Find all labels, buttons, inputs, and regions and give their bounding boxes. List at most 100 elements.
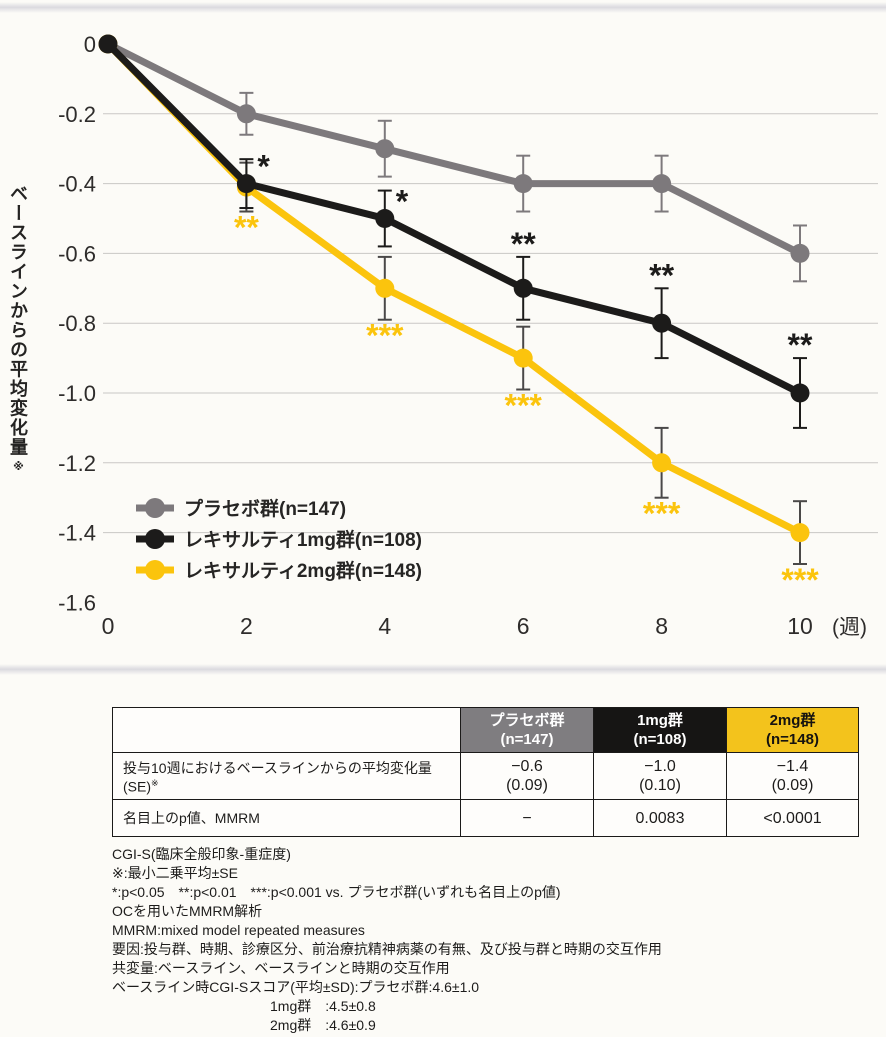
y-axis-title: ベースラインからの平均変化量 ※ [8, 184, 28, 473]
y-tick-label: -0.2 [58, 102, 96, 127]
cell-se: (0.10) [639, 777, 681, 794]
legend-dot-swatch [145, 498, 165, 518]
data-point [790, 523, 810, 543]
footnote-line: 要因:投与群、時期、診療区分、前治療抗精神病薬の有無、及び投与群と時期の交互作用 [112, 941, 662, 957]
y-tick-label: -0.4 [58, 172, 96, 197]
significance-marker: ** [234, 210, 259, 246]
footnotes: CGI-S(臨床全般印象-重症度) ※:最小二乗平均±SE *:p<0.05 *… [112, 845, 662, 1035]
table-corner-cell [112, 707, 461, 753]
table-row-mean-change: 投与10週におけるベースラインからの平均変化量(SE)※ −0.6 (0.09)… [112, 752, 859, 800]
significance-marker: ** [788, 327, 813, 363]
significance-marker: ** [511, 226, 536, 262]
cell-value: −0.6 [511, 758, 543, 775]
cell-value: 0.0083 [635, 809, 685, 827]
significance-marker: *** [505, 388, 543, 424]
row-label-text: 名目上のp値、MMRM [123, 810, 260, 826]
cell-value: <0.0001 [763, 809, 822, 827]
significance-marker: *** [643, 496, 681, 532]
row-label-mean-change: 投与10週におけるベースラインからの平均変化量(SE)※ [112, 752, 461, 800]
col-header-1mg-name: 1mg群 [637, 712, 683, 729]
footnote-line: *:p<0.05 **:p<0.01 ***:p<0.001 vs. プラセボ群… [112, 884, 561, 900]
summary-table: プラセボ群 (n=147) 1mg群 (n=108) 2mg群 (n=148) … [112, 707, 859, 837]
significance-marker: ** [649, 257, 674, 293]
col-header-1mg-n: (n=108) [633, 731, 687, 748]
series-line [104, 40, 804, 537]
row-label-text: 投与10週におけるベースラインからの平均変化量(SE) [123, 759, 432, 795]
col-header-placebo: プラセボ群 (n=147) [460, 707, 594, 753]
x-tick-label: 8 [655, 613, 668, 639]
cell-pvalue-1mg: 0.0083 [593, 799, 727, 837]
data-point [790, 243, 810, 263]
footnote-line: MMRM:mixed model repeated measures [112, 922, 365, 938]
legend-label: プラセボ群(n=147) [184, 497, 346, 520]
x-tick-label: 10 [787, 613, 813, 639]
data-point [652, 453, 672, 473]
footnote-line: ※:最小二乗平均±SE [112, 865, 238, 881]
table-row-pvalue: 名目上のp値、MMRM − 0.0083 <0.0001 [112, 799, 859, 837]
col-header-1mg: 1mg群 (n=108) [593, 707, 727, 753]
cell-se: (0.09) [506, 777, 548, 794]
x-axis-unit-label: (週) [832, 616, 867, 639]
footnote-line: 2mg群 :4.6±0.9 [270, 1017, 376, 1033]
data-point [513, 174, 533, 194]
legend-label: レキサルティ1mg群(n=108) [184, 528, 422, 551]
row-label-pvalue: 名目上のp値、MMRM [112, 799, 461, 837]
cell-mean-2mg: −1.4 (0.09) [726, 752, 859, 800]
y-axis-title-text: ベースラインからの平均変化量 [8, 184, 28, 457]
cell-pvalue-2mg: <0.0001 [726, 799, 859, 837]
cell-pvalue-placebo: − [460, 799, 594, 837]
scan-crease-top [0, 2, 886, 13]
col-header-2mg: 2mg群 (n=148) [726, 707, 859, 753]
y-axis-title-note-icon: ※ [12, 460, 24, 473]
data-point [375, 209, 395, 228]
cell-mean-placebo: −0.6 (0.09) [460, 752, 594, 800]
cell-value: − [522, 809, 532, 827]
footnote-line: OCを用いたMMRM解析 [112, 903, 263, 919]
footnote-line: 1mg群 :4.5±0.8 [270, 998, 376, 1014]
data-point [513, 348, 533, 368]
legend-dot-swatch [145, 529, 165, 549]
data-point [236, 104, 256, 124]
cell-mean-1mg: −1.0 (0.10) [593, 752, 727, 800]
cell-value: −1.4 [776, 758, 809, 775]
col-header-2mg-n: (n=148) [766, 731, 819, 748]
footnote-line: 共変量:ベースライン、ベースラインと時期の交互作用 [112, 960, 450, 976]
data-point [513, 278, 533, 298]
table-header-row: プラセボ群 (n=147) 1mg群 (n=108) 2mg群 (n=148) [112, 707, 859, 753]
data-point [375, 278, 395, 298]
cgi-s-line-chart: 0-0.2-0.4-0.6-0.8-1.0-1.2-1.4-1.60 2 4 6 8 10… [58, 32, 878, 639]
y-tick-label: -1.2 [58, 451, 96, 476]
scan-crease-middle [0, 664, 886, 675]
series-line [104, 40, 804, 257]
legend-label: レキサルティ2mg群(n=148) [184, 559, 422, 582]
data-point [652, 313, 672, 333]
row-label-note-icon: ※ [151, 777, 159, 788]
data-point [375, 139, 395, 159]
data-point [652, 174, 672, 194]
footnote-line: CGI-S(臨床全般印象-重症度) [112, 846, 291, 862]
x-tick-label: 6 [517, 613, 530, 639]
col-header-placebo-n: (n=147) [500, 731, 554, 748]
y-tick-label: -1.6 [58, 590, 96, 615]
significance-marker: *** [366, 318, 404, 354]
data-point [98, 34, 118, 54]
footnote-line: ベースライン時CGI-Sスコア(平均±SD):プラセボ群:4.6±1.0 [112, 979, 480, 995]
significance-marker: * [396, 184, 409, 220]
x-tick-label: 0 [102, 613, 115, 639]
x-tick-label: 2 [240, 613, 253, 639]
y-tick-label: -1.0 [58, 381, 96, 406]
cell-se: (0.09) [771, 777, 814, 794]
y-tick-label: -0.8 [58, 311, 96, 336]
legend-dot-swatch [145, 560, 165, 580]
data-point [236, 174, 256, 194]
col-header-placebo-name: プラセボ群 [489, 712, 565, 729]
y-tick-label: -0.6 [58, 241, 96, 266]
y-tick-label: -1.4 [58, 521, 96, 546]
cell-value: −1.0 [644, 758, 676, 775]
significance-marker: *** [781, 562, 819, 598]
x-tick-label: 4 [378, 613, 391, 639]
data-point [790, 383, 810, 403]
significance-marker: * [257, 149, 270, 185]
col-header-2mg-name: 2mg群 [769, 712, 816, 729]
